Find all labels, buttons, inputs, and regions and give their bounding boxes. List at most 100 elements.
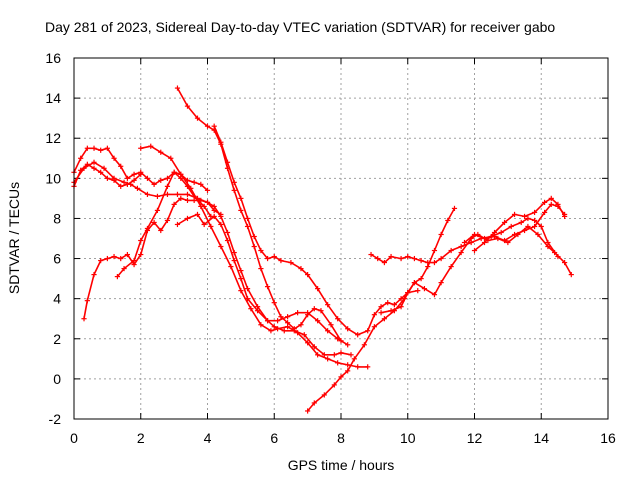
- chart-title: Day 281 of 2023, Sidereal Day-to-day VTE…: [45, 19, 555, 35]
- data-point: [438, 231, 444, 238]
- series-line: [380, 225, 572, 314]
- data-point: [174, 85, 181, 91]
- data-point: [438, 280, 444, 286]
- data-point: [398, 255, 404, 262]
- data-point: [218, 243, 224, 250]
- data-point: [118, 163, 124, 169]
- data-point: [251, 233, 257, 240]
- data-point: [144, 175, 151, 181]
- data-point: [281, 328, 287, 334]
- data-point: [471, 231, 478, 238]
- x-tick-label: 2: [137, 430, 145, 446]
- data-point: [111, 155, 117, 161]
- data-point: [228, 263, 234, 270]
- y-tick-label: 6: [53, 251, 61, 267]
- data-point: [311, 344, 317, 350]
- data-point: [411, 255, 418, 262]
- data-point: [231, 249, 237, 256]
- data-point: [84, 298, 90, 304]
- data-point: [194, 115, 201, 121]
- data-point: [491, 233, 498, 240]
- data-point: [204, 199, 211, 205]
- data-point: [562, 211, 568, 218]
- data-point: [418, 276, 424, 282]
- data-point: [138, 145, 144, 151]
- data-point: [128, 181, 134, 187]
- data-point: [231, 179, 237, 185]
- series-sat-i: [138, 143, 371, 370]
- data-point: [158, 149, 164, 155]
- data-point: [285, 324, 291, 330]
- x-tick-label: 6: [270, 430, 278, 446]
- data-point: [104, 175, 110, 181]
- data-point: [351, 356, 357, 362]
- grid: [74, 58, 608, 419]
- data-point: [81, 165, 87, 171]
- data-point: [381, 316, 387, 322]
- data-point: [154, 207, 161, 214]
- data-point: [111, 175, 117, 181]
- data-point: [184, 215, 191, 222]
- data-point: [295, 330, 301, 336]
- data-point: [458, 243, 464, 250]
- data-point: [264, 284, 271, 290]
- data-point: [124, 251, 130, 258]
- data-point: [431, 259, 438, 266]
- data-point: [264, 318, 271, 324]
- data-point: [541, 209, 548, 216]
- series-line: [306, 208, 456, 412]
- data-point: [224, 159, 231, 165]
- data-point: [211, 203, 217, 210]
- data-point: [138, 251, 144, 258]
- data-point: [271, 253, 277, 260]
- data-point: [305, 272, 311, 278]
- data-point: [501, 237, 508, 244]
- y-tick-label: 2: [53, 331, 61, 347]
- data-point: [184, 103, 191, 109]
- data-point: [178, 171, 184, 177]
- data-point: [238, 288, 244, 294]
- data-point: [568, 272, 574, 278]
- data-point: [121, 179, 127, 185]
- data-point: [348, 352, 354, 358]
- data-point: [505, 239, 511, 246]
- data-point: [355, 364, 361, 370]
- data-point: [238, 195, 244, 201]
- data-point: [224, 229, 231, 236]
- data-point: [415, 288, 421, 294]
- series-sat-e: [81, 195, 354, 358]
- data-point: [418, 257, 424, 264]
- data-point: [405, 290, 411, 296]
- data-point: [531, 217, 538, 224]
- data-point: [545, 243, 551, 250]
- data-point: [138, 171, 144, 177]
- series-line: [177, 213, 349, 346]
- data-point: [198, 181, 204, 187]
- data-series: [71, 85, 574, 414]
- data-point: [388, 253, 394, 260]
- data-point: [118, 183, 124, 189]
- data-point: [148, 143, 154, 149]
- data-point: [511, 231, 518, 238]
- tick-labels: 0 2 4 6 8 10 12 14 16 -2 0 2 4 6 8 10 12 14 16: [45, 50, 616, 446]
- data-point: [541, 199, 548, 205]
- data-point: [301, 332, 307, 338]
- data-point: [164, 175, 171, 181]
- data-point: [398, 304, 404, 310]
- data-point: [164, 191, 171, 197]
- data-point: [131, 171, 137, 177]
- data-point: [338, 338, 344, 344]
- data-point: [518, 219, 524, 226]
- data-point: [264, 255, 271, 262]
- data-point: [224, 237, 231, 244]
- x-tick-label: 8: [337, 430, 345, 446]
- data-point: [311, 306, 317, 312]
- data-point: [531, 209, 538, 216]
- data-point: [381, 259, 387, 266]
- data-point: [144, 191, 151, 197]
- data-point: [498, 229, 504, 236]
- data-point: [305, 340, 311, 346]
- data-point: [168, 155, 174, 161]
- data-point: [238, 207, 244, 214]
- data-point: [448, 263, 454, 270]
